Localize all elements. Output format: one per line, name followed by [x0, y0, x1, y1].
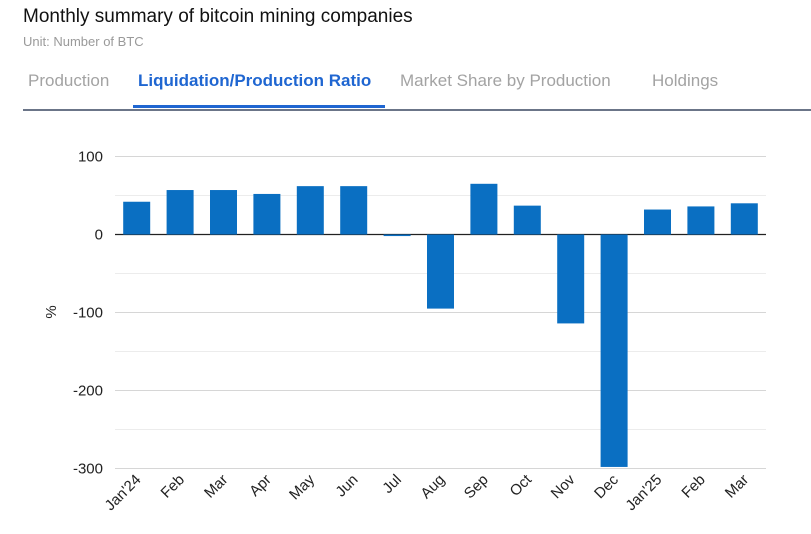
x-tick-label: Mar — [722, 471, 752, 501]
bar[interactable] — [513, 205, 541, 235]
bar[interactable] — [210, 190, 237, 235]
x-tick-label: Jul — [379, 471, 405, 497]
x-tick-label: Sep — [461, 471, 492, 502]
bar[interactable] — [730, 203, 758, 235]
active-tab-indicator — [133, 105, 385, 108]
bar[interactable] — [383, 234, 411, 237]
y-axis-label: % — [43, 305, 60, 318]
x-tick-label: Feb — [678, 471, 708, 501]
x-tick-label: Dec — [591, 471, 622, 502]
tab-holdings[interactable]: Holdings — [652, 71, 719, 90]
y-tick-label: -300 — [73, 461, 103, 478]
x-tick-label: Aug — [417, 471, 448, 502]
x-tick-label: Apr — [246, 471, 275, 500]
x-tick-label: Oct — [507, 471, 536, 500]
bar[interactable] — [296, 186, 324, 235]
tab-bar: Production Liquidation/Production Ratio … — [23, 68, 811, 111]
x-tick-label: Jun — [332, 471, 361, 500]
x-tick-label: Mar — [201, 471, 231, 501]
bar[interactable] — [644, 209, 671, 235]
bar[interactable] — [340, 186, 368, 235]
bar[interactable] — [427, 234, 454, 309]
x-tick-label: May — [286, 471, 318, 503]
tab-production[interactable]: Production — [28, 71, 110, 90]
x-tick-label: Jan'25 — [622, 471, 665, 514]
y-tick-label: -100 — [73, 305, 103, 322]
bar[interactable] — [123, 201, 151, 235]
page-subtitle: Unit: Number of BTC — [23, 34, 144, 49]
x-tick-label: Nov — [548, 471, 579, 502]
x-tick-label: Jan'24 — [102, 471, 145, 514]
page-title: Monthly summary of bitcoin mining compan… — [23, 6, 413, 27]
bar[interactable] — [557, 234, 585, 324]
y-tick-label: 100 — [78, 149, 103, 166]
bar[interactable] — [166, 190, 194, 235]
y-tick-label: 0 — [95, 227, 103, 244]
y-tick-label: -200 — [73, 383, 103, 400]
bar[interactable] — [253, 193, 281, 235]
bar-chart: 100 0 -100 -200 -300% Jan'24 Feb Mar Apr May Jun Ju… — [43, 149, 766, 514]
bar[interactable] — [470, 183, 498, 235]
bar[interactable] — [687, 206, 715, 235]
x-tick-label: Feb — [158, 471, 188, 501]
tab-market-share-by-production[interactable]: Market Share by Production — [400, 71, 611, 90]
tab-liquidation-production-ratio[interactable]: Liquidation/Production Ratio — [138, 71, 372, 90]
bar[interactable] — [600, 234, 628, 467]
